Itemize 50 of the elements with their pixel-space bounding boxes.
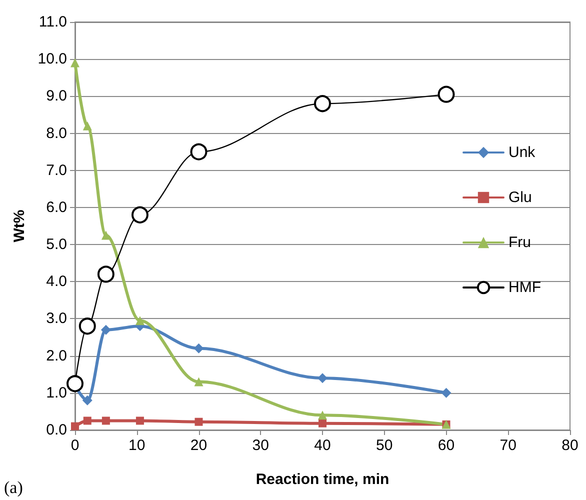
x-tick-label: 10 — [128, 437, 146, 454]
x-tick-label: 80 — [562, 437, 578, 454]
text: (a) — [4, 478, 23, 497]
point — [131, 206, 148, 224]
y-tick-label: 11.0 — [38, 14, 67, 30]
y-axis-title: Wt% — [10, 210, 28, 242]
y-tick-label: 6.0 — [46, 198, 67, 216]
point — [66, 375, 84, 392]
point — [194, 418, 203, 426]
legend-label: HMF — [508, 279, 542, 296]
x-tick-label: 20 — [190, 437, 208, 454]
point — [100, 324, 111, 335]
point — [136, 416, 144, 425]
y-tick-label: 1.0 — [46, 384, 67, 402]
point — [101, 230, 110, 240]
point — [194, 343, 204, 354]
y-tick-label: 4.0 — [46, 273, 67, 290]
point — [97, 266, 114, 283]
point — [318, 410, 327, 420]
x-tick-label: 50 — [376, 437, 393, 454]
point — [190, 143, 208, 160]
point — [194, 377, 204, 386]
legend-label: Unk — [508, 144, 536, 161]
y-tick-label: 3.0 — [46, 310, 67, 328]
y-tick-label: 9.0 — [46, 88, 67, 105]
legend-label: Glu — [508, 189, 532, 206]
x-tick-label: 40 — [314, 437, 331, 454]
point — [102, 416, 110, 425]
y-tick-label: 7.0 — [46, 162, 67, 179]
point — [318, 373, 328, 384]
point — [82, 121, 92, 130]
y-tick-label: 10.0 — [38, 50, 67, 68]
point — [82, 395, 92, 406]
y-tick-label: 8.0 — [46, 124, 67, 142]
point — [83, 416, 92, 425]
point — [135, 316, 144, 326]
y-tick-label: 2.0 — [46, 347, 67, 364]
point — [78, 318, 96, 335]
legend-label: Fru — [508, 234, 532, 251]
point — [441, 388, 452, 398]
point — [438, 86, 455, 103]
x-axis-title: Reaction time, min — [256, 471, 390, 488]
point — [314, 95, 331, 112]
x-tick-label: 70 — [500, 437, 516, 454]
x-tick-label: 60 — [438, 437, 455, 454]
point — [318, 419, 326, 428]
y-tick-label: 0.0 — [46, 422, 67, 438]
x-tick-label: 30 — [252, 437, 269, 454]
y-tick-label: 5.0 — [46, 236, 67, 254]
x-tick-label: 0 — [70, 437, 80, 454]
